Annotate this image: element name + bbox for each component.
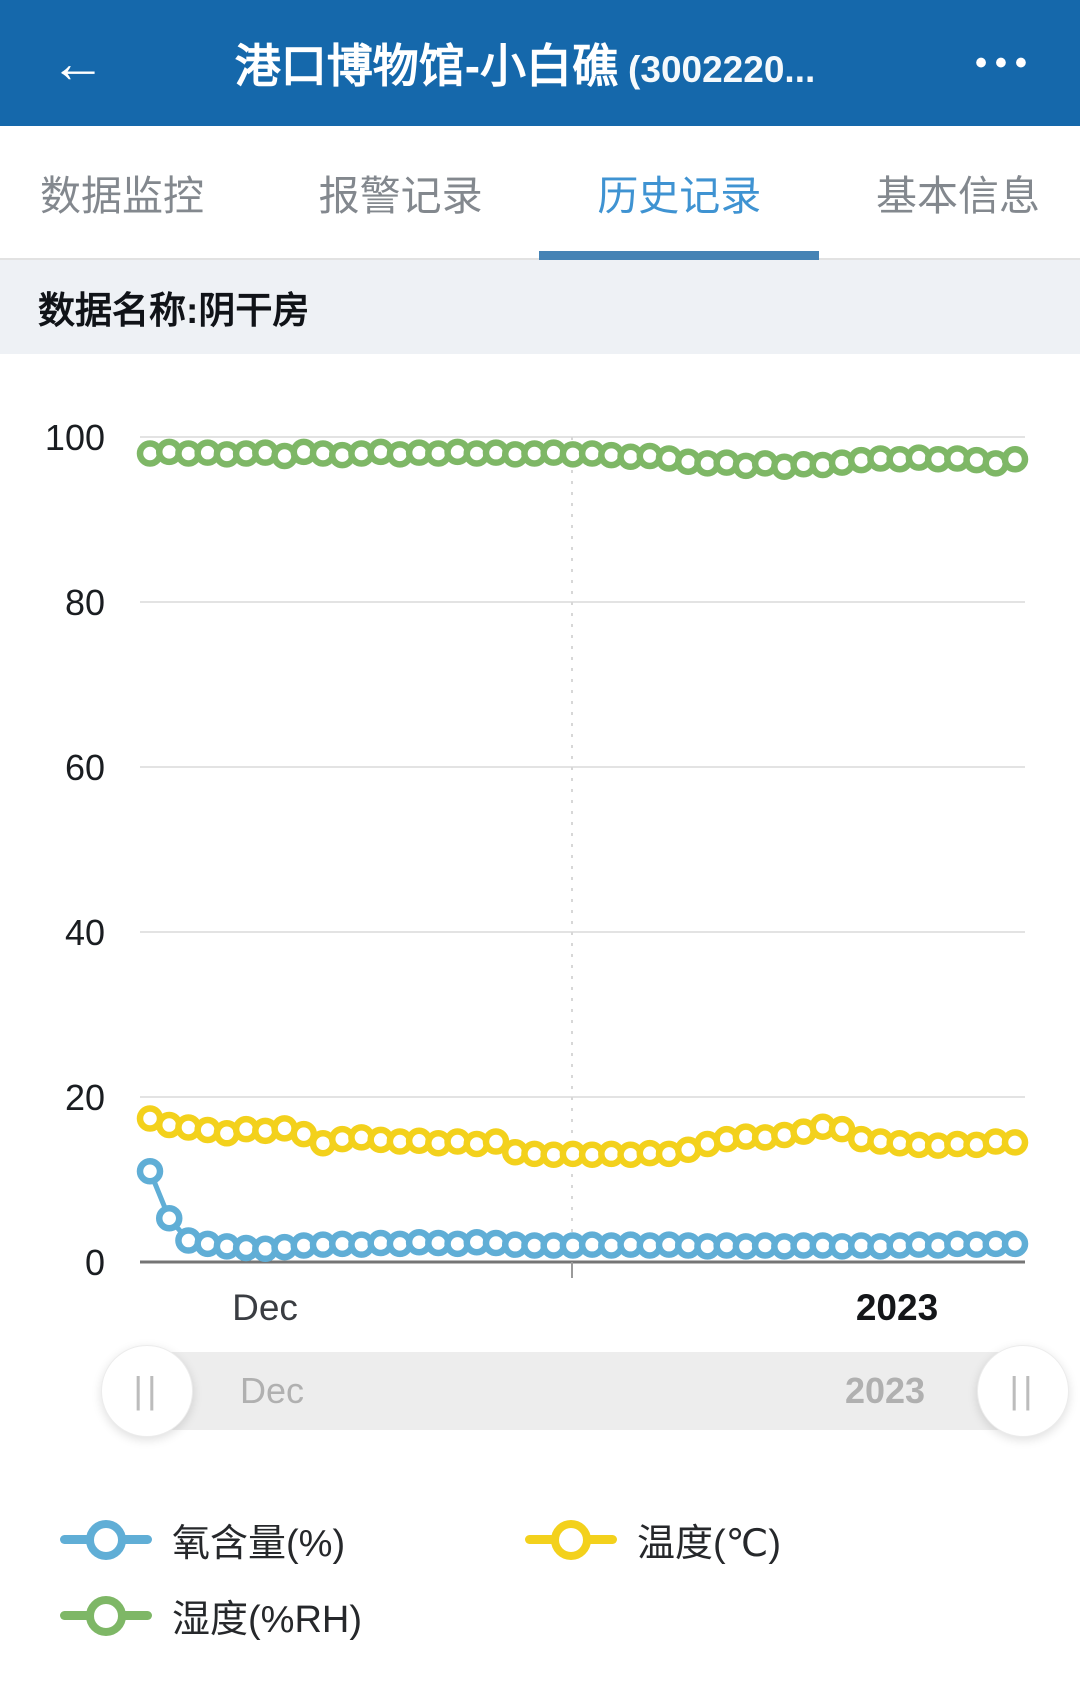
svg-text:20: 20 [65, 1077, 105, 1118]
active-tab-underline [539, 251, 820, 260]
grid-and-axes: 100 80 60 40 20 0 Dec 2023 [45, 417, 1025, 1328]
tab-basic-info[interactable]: 基本信息 [876, 126, 1040, 258]
tab-label: 报警记录 [318, 173, 483, 219]
svg-text:Dec: Dec [232, 1287, 298, 1328]
legend-item-oxygen[interactable]: 氧含量(%) [60, 1512, 345, 1567]
svg-text:80: 80 [65, 582, 105, 623]
series-2 [136, 438, 1029, 480]
data-name-label: 数据名称:阴干房 [38, 290, 310, 331]
more-menu-icon[interactable]: ••• [975, 43, 1035, 82]
datazoom-label-year: 2023 [844, 1370, 926, 1411]
legend-label: 温度(℃) [637, 1523, 781, 1565]
data-name-bar: 数据名称:阴干房 [0, 260, 1080, 354]
tab-history-records[interactable]: 历史记录 [539, 126, 820, 260]
legend-label: 氧含量(%) [172, 1523, 346, 1565]
history-line-chart[interactable]: 100 80 60 40 20 0 Dec 2023 [0, 354, 1080, 1346]
series-0 [136, 1158, 1029, 1263]
datazoom-track[interactable] [150, 1352, 1025, 1430]
grip-icon: || [1009, 1370, 1037, 1411]
tab-data-monitor[interactable]: 数据监控 [40, 126, 204, 258]
svg-text:100: 100 [45, 417, 105, 458]
svg-text:60: 60 [65, 747, 105, 788]
series-1 [136, 1105, 1029, 1168]
datazoom-label-month: Dec [239, 1370, 305, 1411]
oxygen-line-marker-icon [60, 1519, 152, 1560]
svg-text:40: 40 [65, 912, 105, 953]
svg-text:2023: 2023 [856, 1287, 938, 1328]
back-arrow-icon[interactable]: ← [50, 31, 106, 94]
tab-label: 基本信息 [875, 173, 1040, 219]
svg-text:0: 0 [85, 1242, 105, 1283]
tab-label: 数据监控 [40, 173, 204, 219]
tab-alarm-records[interactable]: 报警记录 [319, 126, 483, 258]
legend-item-temperature[interactable]: 温度(℃) [525, 1512, 781, 1567]
temperature-line-marker-icon [525, 1519, 617, 1560]
tab-label: 历史记录 [597, 173, 762, 219]
legend-item-humidity[interactable]: 湿度(%RH) [60, 1588, 362, 1643]
station-name: 港口博物馆-小白礁 [234, 40, 619, 92]
grip-icon: || [133, 1370, 161, 1411]
device-code: (3002220... [628, 49, 816, 90]
datazoom-right-handle[interactable]: || [977, 1345, 1069, 1437]
app-header: ← 港口博物馆-小白礁 (3002220... ••• [0, 0, 1080, 126]
legend-label: 湿度(%RH) [172, 1599, 362, 1641]
datazoom-left-handle[interactable]: || [101, 1345, 193, 1437]
tab-bar: 数据监控 报警记录 历史记录 基本信息 [0, 126, 1080, 260]
page-title: 港口博物馆-小白礁 (3002220... [120, 30, 930, 96]
humidity-line-marker-icon [60, 1595, 152, 1636]
